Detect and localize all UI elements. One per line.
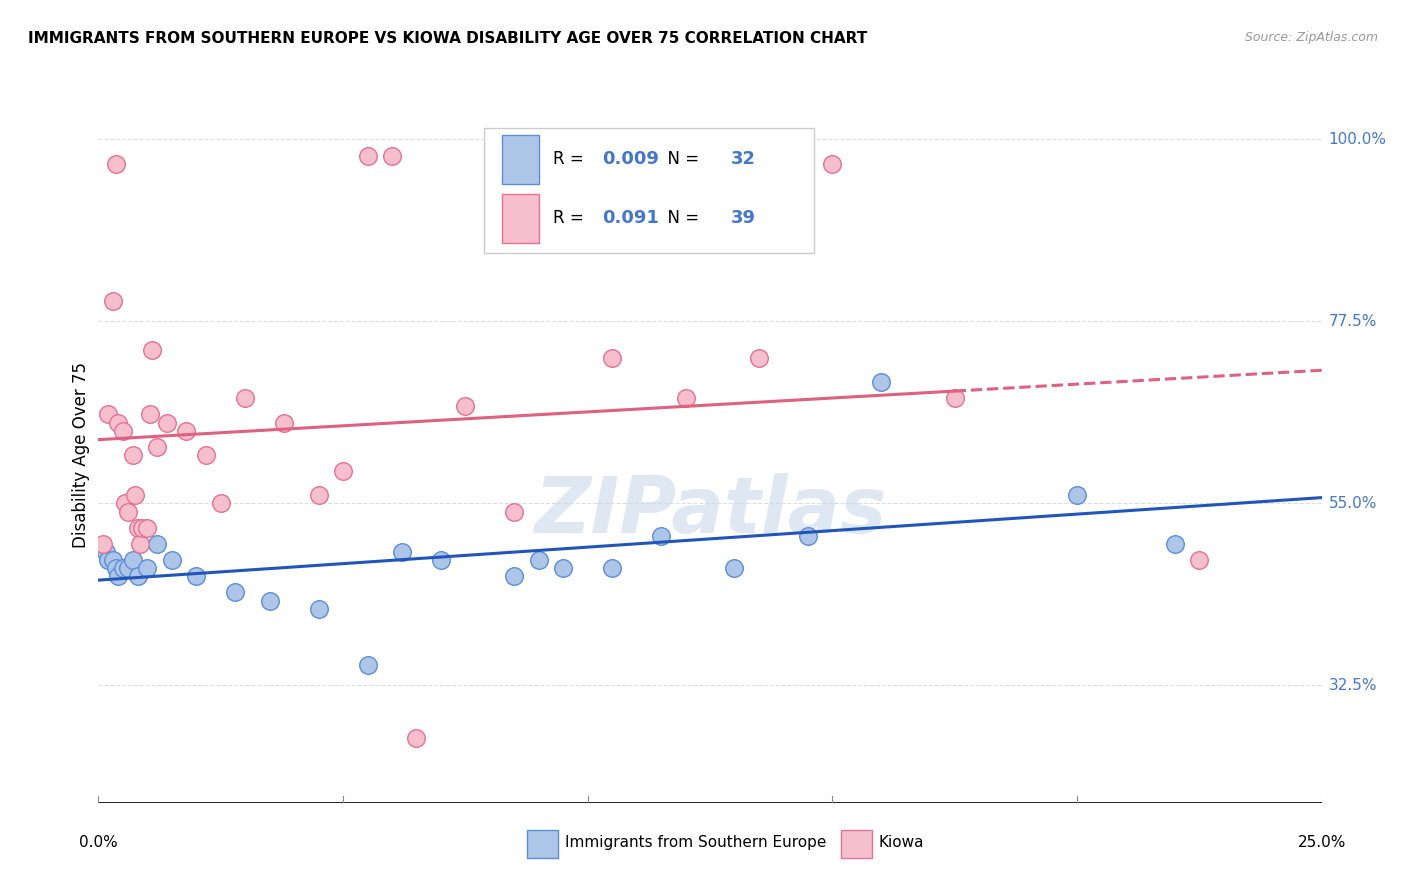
Point [391, 545, 413, 559]
Point [97, 553, 120, 567]
Text: 25.0%: 25.0% [1298, 836, 1346, 850]
Point [209, 496, 232, 510]
Point [195, 448, 218, 462]
Text: Source: ZipAtlas.com: Source: ZipAtlas.com [1244, 31, 1378, 45]
Point [797, 529, 820, 543]
Point [870, 375, 893, 389]
Point [146, 537, 169, 551]
Point [454, 400, 477, 414]
Point [107, 569, 129, 583]
Point [430, 553, 453, 567]
Text: N =: N = [658, 210, 704, 227]
Text: 0.0%: 0.0% [79, 836, 118, 850]
Point [748, 351, 770, 365]
Point [675, 392, 697, 406]
Point [503, 504, 526, 518]
Text: 39: 39 [731, 210, 756, 227]
Point [176, 424, 198, 438]
Point [141, 343, 163, 357]
Point [233, 392, 256, 406]
Point [356, 658, 378, 673]
Point [821, 156, 844, 170]
Point [503, 569, 526, 583]
Point [259, 593, 281, 607]
FancyBboxPatch shape [502, 194, 538, 243]
Point [600, 561, 623, 575]
Y-axis label: Disability Age Over 75: Disability Age Over 75 [72, 362, 90, 548]
Point [308, 601, 330, 615]
Text: R =: R = [554, 210, 589, 227]
Point [1164, 537, 1187, 551]
Text: Kiowa: Kiowa [879, 836, 924, 850]
Point [308, 488, 330, 502]
Point [356, 148, 378, 162]
Point [1188, 553, 1211, 567]
Text: 32: 32 [731, 150, 756, 169]
Point [117, 504, 139, 518]
Text: 0.009: 0.009 [602, 150, 659, 169]
Point [160, 553, 183, 567]
Point [94, 545, 117, 559]
Point [139, 408, 162, 422]
Point [117, 561, 139, 575]
Point [111, 424, 134, 438]
Text: N =: N = [658, 150, 704, 169]
Point [127, 521, 149, 535]
Point [97, 408, 120, 422]
Point [136, 561, 159, 575]
Text: IMMIGRANTS FROM SOUTHERN EUROPE VS KIOWA DISABILITY AGE OVER 75 CORRELATION CHAR: IMMIGRANTS FROM SOUTHERN EUROPE VS KIOWA… [28, 31, 868, 46]
Point [156, 416, 179, 430]
Point [121, 553, 143, 567]
Point [111, 561, 134, 575]
Text: 32.5%: 32.5% [1329, 678, 1376, 693]
Point [943, 392, 966, 406]
Point [405, 731, 427, 745]
Point [224, 585, 246, 599]
Point [381, 148, 404, 162]
Point [91, 537, 114, 551]
Text: ZIPatlas: ZIPatlas [534, 473, 886, 549]
Point [129, 537, 152, 551]
Point [146, 440, 169, 454]
Text: Immigrants from Southern Europe: Immigrants from Southern Europe [565, 836, 827, 850]
Point [527, 553, 550, 567]
Point [273, 416, 295, 430]
Text: 0.091: 0.091 [602, 210, 659, 227]
Point [186, 569, 208, 583]
Point [107, 416, 129, 430]
Point [104, 156, 127, 170]
Point [600, 351, 623, 365]
Point [114, 496, 136, 510]
Point [121, 448, 143, 462]
FancyBboxPatch shape [484, 128, 814, 253]
Text: 55.0%: 55.0% [1329, 496, 1376, 511]
Point [101, 294, 124, 309]
Text: 100.0%: 100.0% [1329, 132, 1386, 147]
Point [136, 521, 159, 535]
Text: R =: R = [554, 150, 589, 169]
Point [723, 561, 745, 575]
Point [332, 464, 354, 478]
Point [1066, 488, 1088, 502]
Text: 77.5%: 77.5% [1329, 314, 1376, 329]
Point [650, 529, 672, 543]
Point [553, 561, 575, 575]
Point [131, 521, 153, 535]
Point [104, 561, 127, 575]
Point [101, 553, 124, 567]
Point [127, 569, 149, 583]
FancyBboxPatch shape [502, 135, 538, 184]
Point [124, 488, 146, 502]
